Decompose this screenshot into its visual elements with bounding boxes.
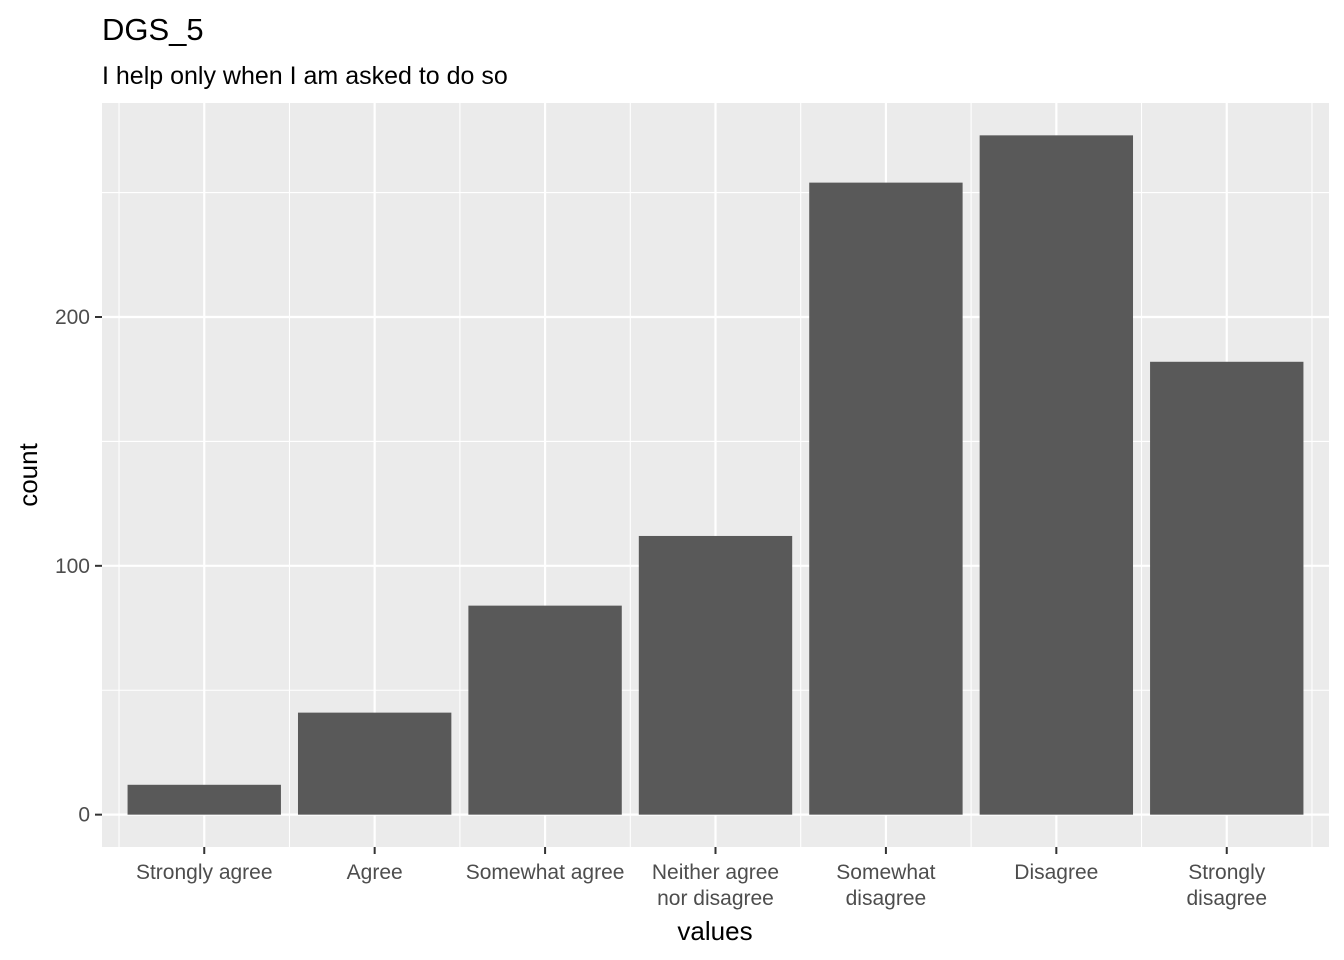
bar (638, 535, 793, 815)
bar (1150, 361, 1304, 815)
y-axis: 0 100 200 (55, 306, 102, 827)
x-tick-label: Strongly agree (136, 861, 273, 884)
bar (127, 784, 281, 815)
x-tick-label: Disagree (1014, 861, 1098, 884)
y-tick-label: 200 (55, 306, 90, 329)
bar (468, 605, 622, 815)
x-tick-label: Agree (347, 861, 403, 884)
x-tick-label: Somewhat agree (466, 861, 625, 884)
bar (979, 135, 1134, 815)
x-tick-label: Neither agree nor disagree (652, 861, 779, 910)
x-tick-label: Somewhat disagree (836, 861, 935, 910)
x-tick-label: Strongly disagree (1186, 861, 1267, 910)
y-tick-label: 0 (78, 804, 90, 827)
x-axis: Strongly agree Agree Somewhat agree Neither… (136, 847, 1267, 910)
chart-title: DGS_5 (102, 12, 204, 47)
chart-subtitle: I help only when I am asked to do so (102, 62, 508, 90)
y-tick-label: 100 (55, 555, 90, 578)
x-axis-title: values (677, 916, 752, 946)
y-axis-title: count (13, 442, 43, 506)
bar (297, 712, 452, 815)
bar (809, 182, 963, 815)
bars (127, 135, 1304, 815)
